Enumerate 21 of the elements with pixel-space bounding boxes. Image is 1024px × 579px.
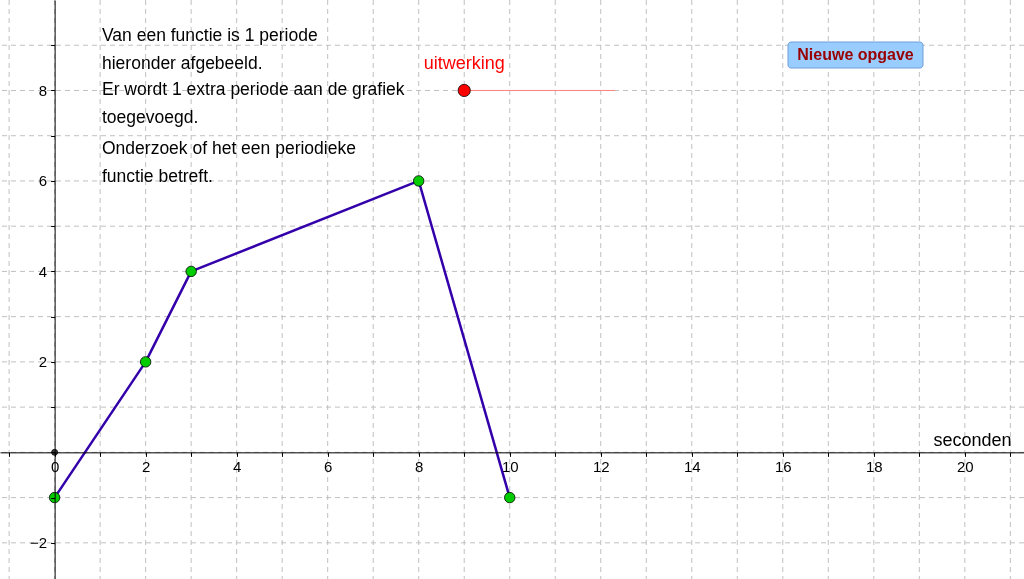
x-tick-label: 4 (232, 457, 242, 475)
annotation: Van een functie is 1 periode hieronder afgebeeld. (102, 25, 318, 73)
y-tick-label: 8 (38, 81, 48, 99)
x-tick-label: 10 (501, 457, 519, 475)
y-tick-label: 4 (38, 262, 48, 280)
x-tick-label: 14 (683, 457, 701, 475)
annotation: Er wordt 1 extra periode aan de grafiek toegevoegd. (102, 79, 405, 127)
x-tick-label: 6 (324, 457, 333, 475)
series-label: uitwerking (423, 53, 505, 74)
annotation: Nieuwe opgave (797, 46, 914, 63)
y-tick-label: 6 (38, 172, 48, 190)
annotation: Onderzoek of het een periodieke functie betreft. (102, 138, 356, 186)
x-tick-label: 12 (592, 457, 610, 475)
y-tick-label: −2 (30, 534, 48, 552)
x-tick-label: 8 (415, 457, 424, 475)
y-tick-label: 2 (38, 353, 48, 371)
x-tick-label: 18 (865, 457, 883, 475)
x-axis-title: seconden (933, 429, 1012, 450)
x-tick-label: 2 (141, 457, 151, 475)
x-tick-label: 20 (956, 457, 974, 475)
x-tick-label: 16 (774, 457, 792, 475)
